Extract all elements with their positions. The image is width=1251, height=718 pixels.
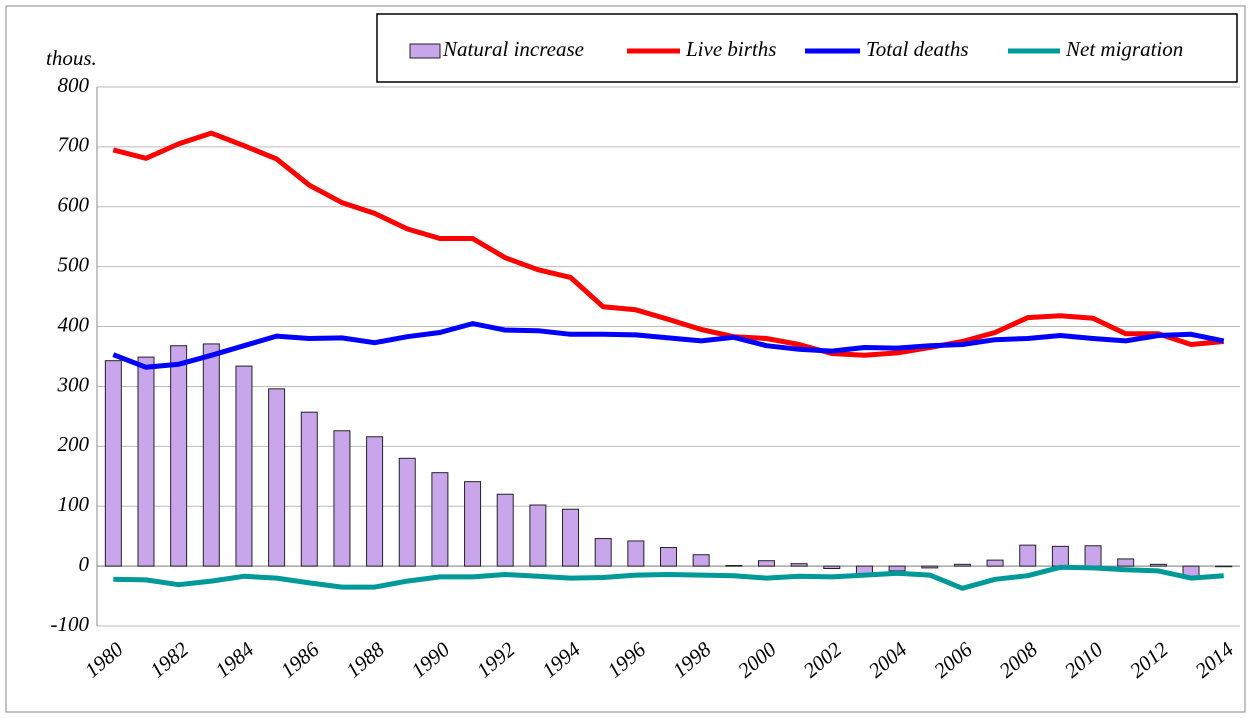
x-tick-label: 1996 (603, 637, 651, 683)
legend-label: Total deaths (866, 37, 969, 61)
bar (137, 356, 155, 567)
y-tick-label: 400 (58, 312, 90, 336)
bar (333, 430, 351, 567)
x-tick-label: 2006 (929, 637, 977, 683)
bar (1149, 563, 1167, 567)
x-tick-label: 1994 (537, 637, 585, 683)
bar (431, 472, 449, 567)
legend-label: Live births (685, 37, 776, 61)
y-tick-label: 300 (57, 372, 90, 396)
bar (366, 436, 384, 567)
bar (104, 360, 122, 567)
bar (660, 547, 677, 567)
bar (757, 560, 775, 567)
y-tick-label: 700 (58, 133, 90, 157)
line-series (112, 321, 1225, 370)
y-unit-label: thous. (46, 46, 97, 70)
bar (1051, 545, 1069, 567)
chart-border (5, 5, 1246, 713)
bar (888, 565, 906, 572)
bar (790, 563, 808, 567)
x-tick-label: 1988 (341, 637, 389, 683)
line-series (113, 564, 1224, 591)
x-tick-label: 2002 (798, 637, 846, 683)
y-tick-label: 100 (58, 492, 90, 516)
bar (986, 559, 1004, 567)
y-tick-label: 800 (58, 73, 90, 97)
bar (202, 343, 220, 567)
bar (170, 345, 188, 567)
line-series (112, 130, 1224, 358)
bar (594, 538, 612, 567)
bar (1084, 545, 1102, 567)
y-tick-label: 200 (58, 432, 90, 456)
legend-box (376, 13, 1238, 83)
bar (1019, 544, 1037, 567)
bar (953, 563, 971, 567)
x-tick-label: 2010 (1060, 637, 1108, 683)
bar (921, 565, 939, 569)
x-tick-label: 2008 (994, 637, 1042, 683)
legend-label: Net migration (1065, 37, 1183, 61)
bar (1215, 565, 1233, 568)
legend-swatch (409, 43, 441, 59)
x-tick-label: 1980 (80, 637, 128, 683)
x-tick-label: 1998 (668, 637, 716, 683)
bar (823, 565, 841, 570)
bar (692, 554, 710, 567)
legend-label: Natural increase (442, 37, 584, 61)
x-tick-label: 2012 (1125, 637, 1173, 683)
bar (300, 411, 318, 567)
y-tick-label: -100 (51, 612, 90, 636)
bar (562, 508, 580, 567)
y-tick-label: 600 (58, 193, 90, 217)
bar (398, 457, 416, 567)
x-tick-label: 1986 (276, 637, 324, 683)
bar (464, 481, 482, 567)
bar (529, 504, 547, 567)
bar (235, 365, 253, 567)
bar (268, 388, 286, 567)
bar (496, 493, 514, 567)
y-tick-label: 500 (58, 252, 90, 276)
x-tick-label: 1990 (407, 637, 455, 683)
bar (627, 540, 645, 567)
x-tick-label: 2014 (1190, 637, 1238, 683)
y-tick-label: 0 (79, 552, 90, 576)
bar (1117, 558, 1135, 567)
x-tick-label: 1992 (472, 637, 520, 683)
bar (725, 565, 743, 567)
x-tick-label: 1984 (211, 637, 259, 683)
x-tick-label: 2000 (733, 637, 781, 683)
x-tick-label: 1982 (145, 637, 193, 683)
x-tick-label: 2004 (864, 637, 912, 683)
